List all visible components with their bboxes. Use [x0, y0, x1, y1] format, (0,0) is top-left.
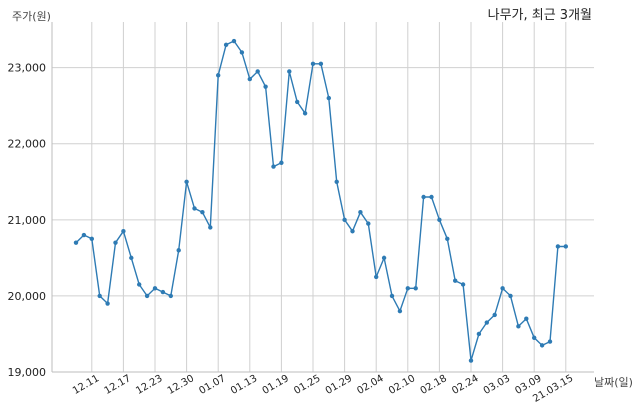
data-point	[247, 76, 252, 82]
data-point	[310, 61, 316, 67]
data-point	[326, 95, 331, 101]
data-point	[460, 282, 466, 287]
x-tick-label: 01.25	[292, 373, 322, 397]
data-point	[129, 255, 134, 261]
data-point	[192, 206, 197, 211]
y-tick-label: 22,000	[8, 138, 47, 151]
data-point	[381, 255, 387, 261]
data-point	[350, 229, 355, 234]
data-point	[492, 312, 497, 318]
x-tick-label: 12.23	[134, 373, 164, 397]
data-point	[358, 210, 363, 215]
data-point	[216, 73, 221, 78]
x-tick-label: 03.03	[482, 373, 512, 397]
data-point	[468, 358, 474, 363]
data-point	[342, 217, 347, 223]
data-point	[121, 229, 126, 234]
data-point	[279, 160, 284, 165]
data-point	[421, 194, 426, 200]
data-point	[532, 335, 537, 340]
x-tick-labels: 12.11 12.17 12.23 12.30 01.07 01.13 01.19 01.25…	[71, 373, 575, 405]
price-series	[73, 38, 568, 363]
y-tick-label: 23,000	[8, 62, 47, 75]
data-point	[563, 244, 568, 249]
data-point	[555, 244, 561, 249]
x-tick-label: 02.24	[450, 373, 480, 397]
data-point	[81, 232, 87, 238]
data-point	[429, 194, 434, 200]
data-point	[287, 69, 292, 74]
data-point	[97, 293, 102, 299]
data-point	[208, 225, 213, 230]
data-point	[547, 339, 553, 344]
data-point	[437, 217, 442, 223]
data-point	[318, 61, 324, 67]
data-point	[200, 210, 205, 215]
series-line	[75, 40, 566, 362]
data-point	[168, 293, 173, 299]
data-point	[389, 293, 395, 299]
data-point	[89, 236, 95, 242]
data-point	[524, 316, 529, 321]
data-point	[405, 286, 410, 291]
data-point	[295, 99, 300, 105]
y-tick-label: 20,000	[8, 290, 47, 303]
x-tick-label: 02.18	[419, 373, 449, 397]
data-point	[239, 50, 245, 55]
x-tick-label: 12.17	[103, 373, 133, 397]
x-tick-label: 01.29	[324, 373, 354, 397]
data-point	[184, 179, 189, 184]
data-point	[137, 282, 142, 287]
data-point	[484, 320, 489, 325]
x-tick-label: 01.07	[197, 373, 227, 397]
data-point	[176, 248, 181, 253]
data-point	[374, 274, 379, 280]
data-point	[302, 111, 308, 116]
data-point	[539, 343, 545, 348]
axes	[51, 22, 594, 373]
data-point	[397, 308, 403, 314]
data-point	[271, 164, 276, 169]
data-point	[73, 240, 79, 245]
y-tick-labels: 19,000 20,000 21,000 22,000 23,000	[8, 62, 47, 379]
data-point	[113, 240, 118, 245]
x-tick-label: 12.11	[71, 373, 101, 397]
data-point	[508, 293, 513, 299]
data-point	[413, 286, 418, 291]
x-tick-label: 02.10	[387, 373, 417, 397]
data-point	[453, 278, 458, 283]
x-tick-label: 01.19	[261, 373, 291, 397]
data-point	[516, 324, 521, 329]
data-point	[500, 286, 505, 291]
chart-title: 나무가, 최근 3개월	[488, 8, 592, 23]
data-point	[445, 236, 450, 242]
data-point	[152, 286, 158, 291]
data-point	[231, 38, 237, 44]
x-axis-label: 날짜(일)	[594, 375, 633, 389]
data-point	[160, 289, 166, 295]
y-axis-label: 주가(원)	[12, 10, 51, 23]
x-tick-label: 12.30	[166, 373, 196, 397]
data-point	[263, 84, 268, 89]
data-point	[105, 301, 110, 306]
x-tick-label: 01.13	[229, 373, 259, 397]
y-tick-label: 19,000	[8, 366, 47, 379]
data-point	[476, 331, 482, 337]
x-tick-label: 02.04	[355, 373, 385, 397]
data-point	[334, 179, 339, 184]
data-point	[144, 293, 150, 299]
data-point	[255, 69, 260, 74]
data-point	[366, 221, 371, 226]
y-tick-label: 21,000	[8, 214, 47, 227]
data-point	[223, 42, 229, 48]
